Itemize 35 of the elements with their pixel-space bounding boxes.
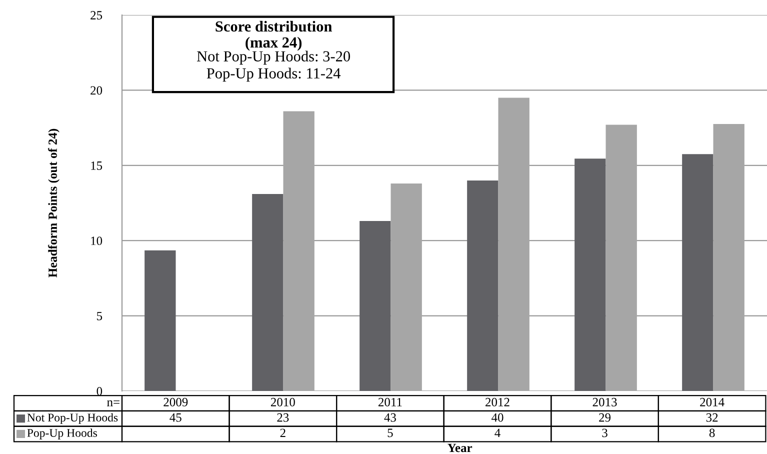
bar bbox=[252, 194, 284, 391]
x-tick-label: 2014 bbox=[700, 398, 724, 406]
annotation: Score distribution (max 24) bbox=[216, 20, 332, 51]
text: 29 bbox=[599, 413, 611, 422]
text: 40 bbox=[491, 413, 504, 422]
x-tick-label: 2013 bbox=[592, 398, 617, 406]
text: n= bbox=[107, 400, 120, 406]
text: 45 bbox=[170, 413, 182, 422]
annotation: Not Pop-Up Hoods: 3-20 Pop-Up Hoods: 11-24 bbox=[196, 50, 350, 82]
y-tick-label: 25 bbox=[90, 11, 102, 20]
y-axis-title: Headform Points (out of 24) bbox=[48, 128, 60, 278]
bar bbox=[682, 154, 714, 391]
y-tick-label: 5 bbox=[97, 312, 102, 320]
y-tick-label: 20 bbox=[90, 86, 102, 95]
bar bbox=[144, 250, 176, 391]
bar bbox=[467, 180, 498, 391]
text: 23 bbox=[277, 413, 289, 422]
text: 3 bbox=[602, 428, 608, 438]
legend-label: Pop-Up Hoods bbox=[27, 428, 97, 440]
x-tick-label: 2010 bbox=[270, 398, 295, 406]
y-tick-label: 10 bbox=[91, 236, 102, 246]
text: 5 bbox=[388, 428, 393, 438]
text: 32 bbox=[706, 413, 718, 422]
x-axis-title: Year bbox=[448, 444, 472, 452]
text: 2 bbox=[280, 428, 286, 437]
x-tick-label: 2012 bbox=[486, 398, 510, 406]
x-tick-label: 2011 bbox=[378, 398, 402, 406]
bar bbox=[360, 221, 391, 391]
text: 4 bbox=[494, 428, 500, 437]
bar bbox=[574, 158, 606, 391]
legend-label: Not Pop-Up Hoods bbox=[27, 413, 118, 424]
text: 43 bbox=[384, 413, 396, 422]
y-tick-label: 15 bbox=[91, 161, 102, 170]
text: 8 bbox=[709, 428, 715, 438]
x-tick-label: 2009 bbox=[164, 398, 188, 406]
